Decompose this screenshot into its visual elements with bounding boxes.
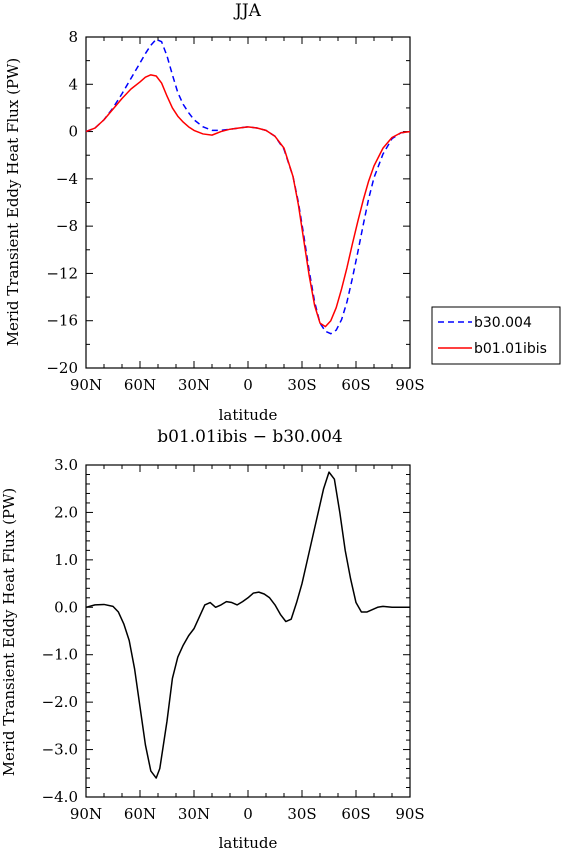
top-series-line-0 [85,38,411,335]
bottom-y-tick-label: −2.0 [42,693,78,711]
top-chart-title: JJA [233,1,262,21]
top-x-tick-label: 60N [124,376,156,394]
top-y-tick-label: 0 [68,123,78,141]
bottom-x-axis-title: latitude [219,834,278,851]
bottom-plot-area: 90N 60N 30N 0 30S 60S 90S −4.0 −3.0 −2.0 −1.0 0.0 1.… [42,456,425,823]
top-x-tick-label: 0 [243,376,253,394]
top-x-tick-label: 90S [395,376,424,394]
bottom-y-tick-label: 1.0 [54,551,78,569]
bottom-y-tick-label: −3.0 [42,741,78,759]
legend-label-b30-004: b30.004 [474,315,532,331]
bottom-x-tick-label: 60N [124,805,156,823]
top-y-tick-label: −12 [46,264,78,282]
bottom-y-tick-label: 3.0 [54,456,78,474]
bottom-plot-frame [85,464,411,798]
bottom-x-tick-label: 60S [341,805,370,823]
top-x-tick-label: 60S [341,376,370,394]
legend-label-b01-01ibis: b01.01ibis [474,341,547,357]
top-plot-area: 90N 60N 30N 0 30S 60S 90S −20 −16 −12 −8 −4 0 4 8 [46,28,424,394]
top-y-tick-label: −4 [56,170,78,188]
bottom-x-tick-label: 0 [243,805,253,823]
top-y-tick-label: −8 [56,217,78,235]
legend-frame [431,306,561,365]
bottom-series-line-0 [85,471,410,779]
legend: b30.004 b01.01ibis [431,306,561,365]
top-chart: JJA 90N 60N 30N 0 30S 60S 90S−20−16−12−8−4048 … [4,1,561,424]
bottom-x-tick-label: 90N [70,805,102,823]
top-y-tick-label: −16 [46,312,78,330]
bottom-y-tick-label: −1.0 [42,646,78,664]
bottom-y-tick-label: −4.0 [42,788,78,806]
top-x-tick-label: 30S [287,376,316,394]
top-y-tick-label: 4 [68,75,78,93]
top-x-tick-label: 30N [178,376,210,394]
bottom-y-tick-label: 0.0 [54,598,78,616]
top-y-tick-label: 8 [68,28,78,46]
bottom-chart: b01.01ibis − b30.004 90N 60N 30N 0 30S 60S 90S… [0,427,425,851]
top-x-axis-title: latitude [219,406,278,424]
bottom-y-tick-label: 2.0 [54,503,78,521]
top-y-tick-label: −20 [46,359,78,377]
bottom-x-tick-label: 90S [395,805,424,823]
top-x-tick-label: 90N [70,376,102,394]
top-series-line-1 [85,74,411,328]
bottom-x-tick-label: 30N [178,805,210,823]
top-y-axis-title: Merid Transient Eddy Heat Flux (PW) [4,58,22,347]
bottom-x-tick-label: 30S [287,805,316,823]
bottom-chart-title: b01.01ibis − b30.004 [157,427,342,447]
bottom-y-axis-title: Merid Transient Eddy Heat Flux (PW) [0,488,18,777]
